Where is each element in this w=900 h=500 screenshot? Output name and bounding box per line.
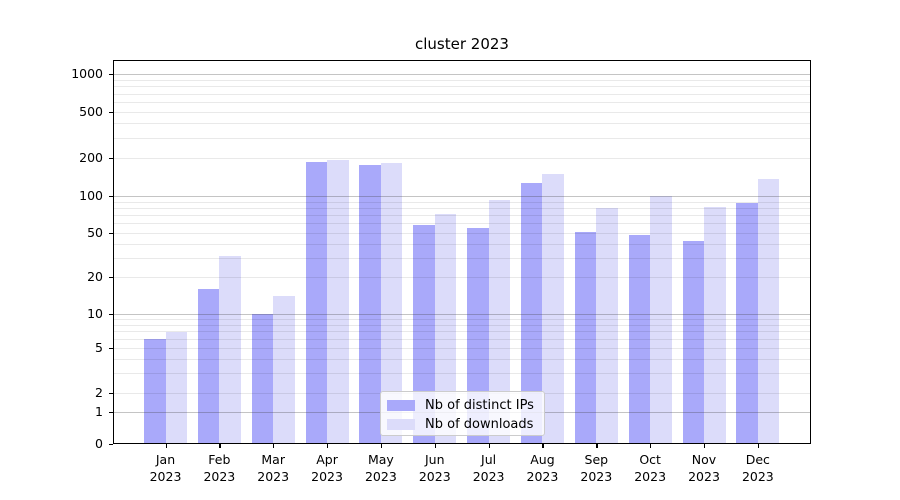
legend-row-0: Nb of distinct IPs bbox=[387, 398, 544, 413]
x-tick bbox=[434, 444, 437, 448]
y-tick bbox=[109, 277, 113, 279]
y-tick-label: 100 bbox=[79, 188, 103, 203]
bar-jul-2023-series0 bbox=[467, 227, 489, 444]
x-tick bbox=[704, 444, 706, 448]
x-tick bbox=[273, 444, 275, 448]
grid-line-minor bbox=[113, 123, 811, 125]
bar-nov-2023-series0 bbox=[682, 241, 704, 444]
x-tick-label: Nov 2023 bbox=[688, 452, 720, 484]
x-tick-label: Jul 2023 bbox=[472, 452, 505, 484]
x-tick-label: Oct 2023 bbox=[634, 452, 667, 484]
bar-may-2023-series0 bbox=[359, 165, 381, 444]
y-tick-label: 200 bbox=[79, 150, 103, 165]
bar-aug-2023-series1 bbox=[542, 173, 564, 444]
grid-line-minor bbox=[113, 86, 811, 88]
grid-line-minor bbox=[113, 112, 811, 113]
y-tick bbox=[109, 444, 113, 446]
y-tick bbox=[109, 74, 113, 76]
y-tick bbox=[109, 412, 113, 414]
bar-dec-2023-series0 bbox=[736, 202, 758, 444]
bar-mar-2023-series0 bbox=[251, 314, 274, 444]
y-tick-label: 1 bbox=[95, 404, 103, 419]
legend-swatch-1 bbox=[387, 419, 415, 430]
bar-dec-2023-series1 bbox=[757, 179, 780, 444]
grid-line-minor bbox=[113, 201, 811, 203]
grid-line-minor bbox=[113, 158, 811, 159]
bar-oct-2023-series1 bbox=[650, 196, 672, 444]
bar-jun-2023-series1 bbox=[434, 213, 457, 444]
bar-apr-2023-series0 bbox=[305, 161, 328, 444]
y-tick-label: 0 bbox=[95, 436, 103, 451]
y-tick-label: 20 bbox=[87, 269, 103, 284]
x-tick bbox=[165, 444, 167, 448]
x-tick-label: Sep 2023 bbox=[580, 452, 613, 484]
grid-line-minor bbox=[113, 137, 811, 139]
y-tick bbox=[109, 196, 113, 198]
grid-line-major bbox=[113, 196, 811, 197]
x-tick-label: Apr 2023 bbox=[311, 452, 343, 484]
bar-oct-2023-series0 bbox=[628, 234, 651, 444]
x-tick-label: Mar 2023 bbox=[257, 452, 290, 484]
x-tick-label: Jun 2023 bbox=[418, 452, 451, 484]
y-tick bbox=[109, 393, 113, 395]
x-tick bbox=[327, 444, 329, 448]
bar-sep-2023-series0 bbox=[574, 231, 597, 444]
y-tick bbox=[109, 158, 113, 160]
y-tick bbox=[109, 112, 113, 114]
y-tick-label: 2 bbox=[95, 385, 103, 400]
x-tick bbox=[380, 444, 383, 448]
y-tick-label: 10 bbox=[87, 306, 103, 321]
y-tick bbox=[109, 233, 113, 235]
grid-line-minor bbox=[113, 79, 811, 81]
bar-apr-2023-series1 bbox=[327, 159, 349, 444]
y-tick-label: 500 bbox=[79, 104, 103, 119]
x-tick bbox=[488, 444, 490, 448]
y-tick-label: 1000 bbox=[71, 66, 103, 81]
x-tick-label: Aug 2023 bbox=[526, 452, 559, 484]
bar-feb-2023-series1 bbox=[219, 255, 241, 444]
plot-area bbox=[113, 60, 811, 444]
legend: Nb of distinct IPs Nb of downloads bbox=[380, 391, 545, 436]
bar-jul-2023-series1 bbox=[488, 200, 511, 444]
x-tick bbox=[542, 444, 544, 448]
bar-feb-2023-series0 bbox=[197, 288, 220, 444]
x-tick bbox=[219, 444, 221, 448]
x-tick-label: Jan 2023 bbox=[149, 452, 182, 484]
x-tick-label: Dec 2023 bbox=[741, 452, 774, 484]
bar-jan-2023-series0 bbox=[144, 339, 166, 444]
y-tick bbox=[109, 348, 113, 350]
bar-sep-2023-series1 bbox=[596, 207, 618, 444]
x-tick bbox=[650, 444, 652, 448]
chart-title: cluster 2023 bbox=[415, 35, 509, 53]
x-tick-label: May 2023 bbox=[364, 452, 397, 484]
x-tick bbox=[757, 444, 760, 448]
bar-may-2023-series1 bbox=[380, 162, 403, 444]
bar-aug-2023-series0 bbox=[520, 182, 543, 444]
legend-label-0: Nb of distinct IPs bbox=[425, 398, 534, 413]
x-tick-label: Feb 2023 bbox=[203, 452, 236, 484]
legend-row-1: Nb of downloads bbox=[387, 417, 544, 432]
grid-line-minor bbox=[113, 102, 811, 103]
y-tick-label: 5 bbox=[95, 340, 103, 355]
y-tick-label: 50 bbox=[87, 225, 103, 240]
bar-mar-2023-series1 bbox=[273, 296, 295, 444]
x-tick bbox=[596, 444, 598, 448]
grid-line-minor bbox=[113, 93, 811, 95]
bar-jan-2023-series1 bbox=[165, 331, 187, 444]
legend-swatch-0 bbox=[387, 400, 415, 411]
legend-label-1: Nb of downloads bbox=[425, 417, 534, 432]
grid-line-major bbox=[113, 74, 811, 75]
bar-nov-2023-series1 bbox=[704, 207, 726, 444]
bar-jun-2023-series0 bbox=[413, 225, 435, 444]
y-tick bbox=[109, 314, 113, 316]
